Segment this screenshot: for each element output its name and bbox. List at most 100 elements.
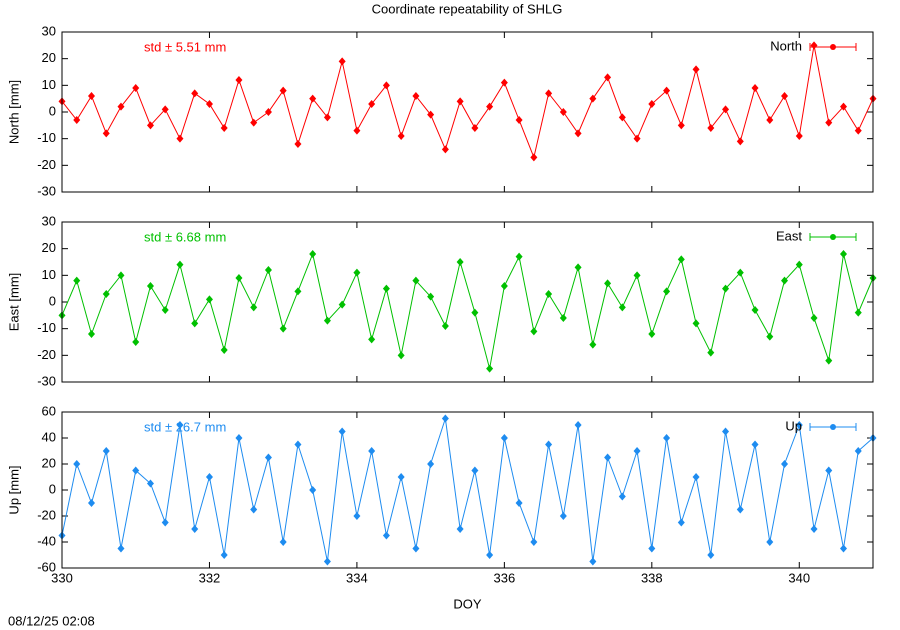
data-point bbox=[427, 460, 435, 468]
data-point bbox=[294, 287, 302, 296]
data-point bbox=[102, 447, 110, 455]
data-point bbox=[338, 300, 346, 309]
x-axis-label: DOY bbox=[453, 596, 482, 611]
y-tick-label: -20 bbox=[37, 347, 56, 362]
data-point bbox=[500, 434, 508, 442]
data-point bbox=[854, 126, 862, 135]
data-point bbox=[441, 322, 449, 330]
data-point bbox=[441, 414, 449, 423]
legend-label: Up bbox=[785, 418, 802, 433]
data-point bbox=[161, 518, 169, 527]
data-point bbox=[87, 92, 95, 100]
data-point bbox=[353, 126, 361, 135]
series-line bbox=[61, 45, 874, 160]
y-tick-label: -60 bbox=[37, 559, 56, 574]
data-point bbox=[559, 314, 567, 322]
data-point bbox=[633, 134, 641, 143]
data-point bbox=[176, 260, 184, 269]
series-line bbox=[61, 252, 874, 369]
data-point bbox=[102, 129, 110, 138]
data-point bbox=[707, 124, 715, 132]
data-point bbox=[441, 145, 449, 154]
data-point bbox=[722, 105, 730, 114]
data-point bbox=[854, 308, 862, 317]
data-point bbox=[559, 512, 567, 520]
data-point bbox=[781, 92, 789, 100]
y-tick-label: 30 bbox=[42, 23, 56, 38]
data-point bbox=[264, 453, 272, 462]
data-point bbox=[574, 129, 582, 138]
data-point bbox=[87, 330, 95, 338]
data-point bbox=[427, 292, 435, 301]
data-point bbox=[353, 512, 361, 520]
data-point bbox=[264, 108, 272, 116]
data-point bbox=[736, 137, 744, 146]
y-tick-label: -20 bbox=[37, 157, 56, 172]
data-point bbox=[279, 538, 287, 546]
x-tick-label: 340 bbox=[788, 570, 810, 585]
data-point bbox=[707, 348, 715, 357]
data-point bbox=[751, 84, 759, 92]
data-point bbox=[766, 538, 774, 546]
y-tick-label: 10 bbox=[42, 77, 56, 92]
data-point bbox=[205, 100, 213, 108]
y-tick-label: 20 bbox=[42, 455, 56, 470]
data-point bbox=[382, 284, 390, 293]
chart-title: Coordinate repeatability of SHLG bbox=[372, 1, 563, 16]
data-point bbox=[73, 116, 81, 124]
data-point bbox=[840, 250, 848, 258]
data-point bbox=[146, 121, 154, 130]
data-point bbox=[323, 557, 331, 566]
data-point bbox=[279, 86, 287, 95]
y-tick-label: -20 bbox=[37, 507, 56, 522]
data-point bbox=[471, 466, 479, 475]
data-point bbox=[205, 295, 213, 304]
data-point bbox=[176, 134, 184, 143]
y-tick-label: 0 bbox=[49, 103, 56, 118]
y-tick-label: -40 bbox=[37, 533, 56, 548]
data-point bbox=[250, 505, 258, 514]
data-point bbox=[781, 276, 789, 285]
y-axis-label: North [mm] bbox=[6, 80, 21, 144]
y-tick-label: 20 bbox=[42, 50, 56, 65]
data-point bbox=[795, 421, 803, 429]
data-point bbox=[220, 124, 228, 132]
data-point bbox=[574, 263, 582, 272]
data-point bbox=[840, 102, 848, 111]
data-point bbox=[486, 551, 494, 559]
data-point bbox=[633, 271, 641, 280]
data-point bbox=[810, 314, 818, 322]
data-point bbox=[250, 118, 258, 127]
data-point bbox=[736, 505, 744, 514]
data-point bbox=[102, 290, 110, 298]
data-point bbox=[589, 94, 597, 103]
data-point bbox=[854, 447, 862, 455]
data-point bbox=[161, 306, 169, 314]
data-point bbox=[707, 551, 715, 559]
data-point bbox=[663, 287, 671, 296]
data-point bbox=[677, 121, 685, 130]
data-point bbox=[205, 473, 213, 481]
data-point bbox=[589, 340, 597, 349]
data-point bbox=[235, 434, 243, 442]
x-tick-label: 338 bbox=[641, 570, 663, 585]
data-point bbox=[176, 421, 184, 429]
data-point bbox=[486, 364, 494, 373]
plot-frame bbox=[61, 411, 874, 569]
data-point bbox=[648, 544, 656, 553]
data-point bbox=[338, 57, 346, 66]
data-point bbox=[500, 78, 508, 87]
data-point bbox=[618, 113, 626, 122]
data-point bbox=[559, 108, 567, 116]
data-point bbox=[456, 97, 464, 106]
legend-swatch bbox=[830, 424, 836, 430]
legend-swatch bbox=[830, 234, 836, 240]
data-point bbox=[677, 518, 685, 527]
data-point bbox=[73, 276, 81, 285]
data-point bbox=[279, 324, 287, 333]
data-point bbox=[456, 258, 464, 266]
data-point bbox=[412, 544, 420, 553]
y-tick-label: 20 bbox=[42, 240, 56, 255]
data-point bbox=[323, 113, 331, 122]
